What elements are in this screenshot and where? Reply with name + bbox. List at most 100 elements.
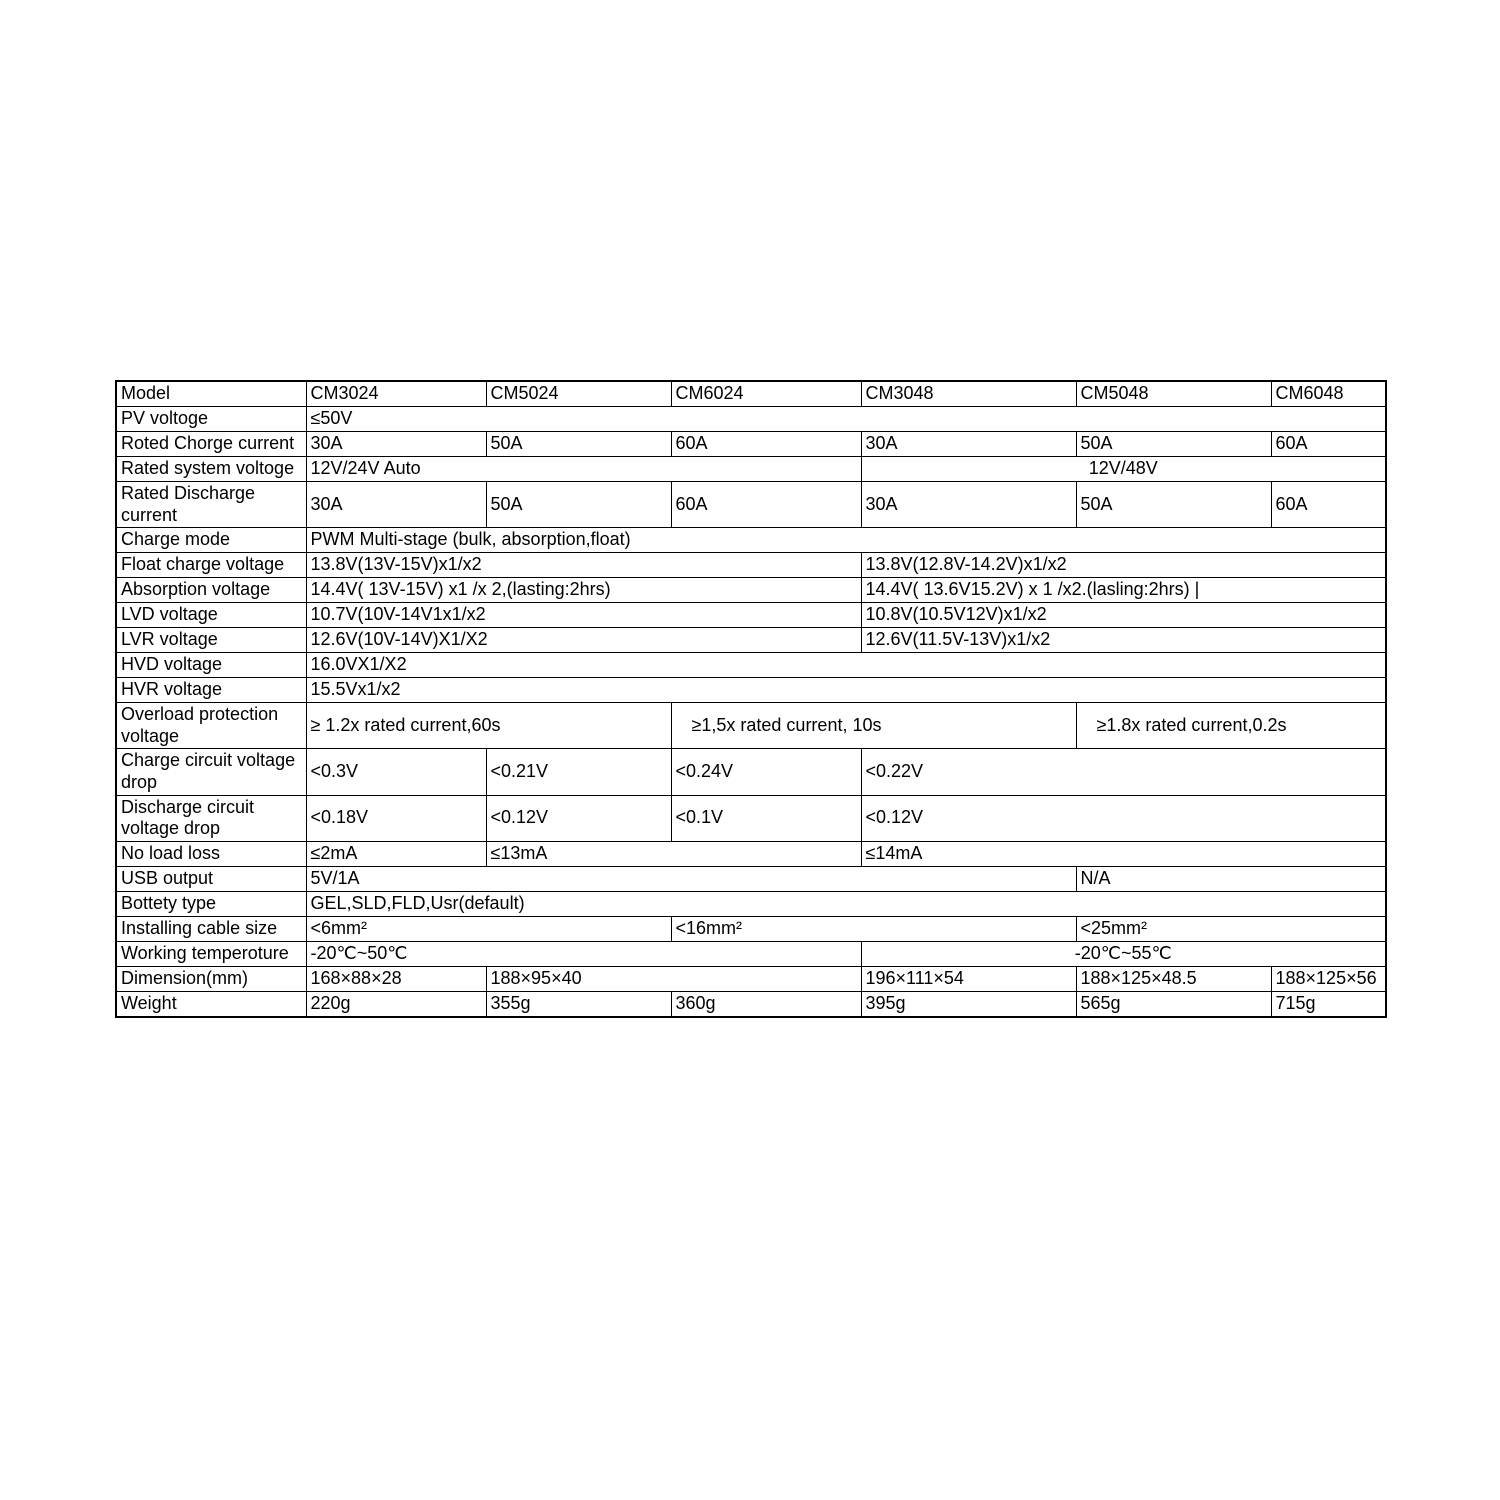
cell: 565g [1076,991,1271,1017]
cell: 12V/48V [861,457,1386,482]
cell: 188×125×48.5 [1076,966,1271,991]
row-label: Weight [116,991,306,1017]
cell: 30A [861,432,1076,457]
table-row: Rated system voltoge12V/24V Auto12V/48V [116,457,1386,482]
table-row: Roted Chorge current30A50A60A30A50A60A [116,432,1386,457]
cell: 60A [671,482,861,528]
cell: PWM Multi-stage (bulk, absorption,float) [306,528,1386,553]
cell: 12V/24V Auto [306,457,861,482]
table-row: HVD voltage16.0VX1/X2 [116,653,1386,678]
spec-table-body: ModelCM3024CM5024CM6024CM3048CM5048CM604… [116,381,1386,1017]
row-label: Discharge circuit voltage drop [116,795,306,841]
table-row: Dimension(mm)168×88×28188×95×40196×111×5… [116,966,1386,991]
cell: 50A [1076,432,1271,457]
table-row: PV voltoge≤50V [116,407,1386,432]
row-label: Overload protection voltage [116,703,306,749]
row-label: PV voltoge [116,407,306,432]
cell: 196×111×54 [861,966,1076,991]
cell: ≥1.8x rated current,0.2s [1076,703,1386,749]
table-row: USB output5V/1AN/A [116,866,1386,891]
cell: -20℃~55℃ [861,941,1386,966]
cell: ≥ 1.2x rated current,60s [306,703,671,749]
row-label: USB output [116,866,306,891]
row-label: Bottety type [116,891,306,916]
table-row: LVD voltage10.7V(10V-14V1x1/x210.8V(10.5… [116,603,1386,628]
cell: 30A [306,482,486,528]
cell: 60A [1271,432,1386,457]
cell: <6mm² [306,916,671,941]
table-row: LVR voltage12.6V(10V-14V)X1/X212.6V(11.5… [116,628,1386,653]
cell: 12.6V(10V-14V)X1/X2 [306,628,861,653]
cell: 168×88×28 [306,966,486,991]
table-row: Working temperoture -20℃~50℃ -20℃~55℃ [116,941,1386,966]
cell: 10.8V(10.5V12V)x1/x2 [861,603,1386,628]
cell: <0.12V [486,795,671,841]
cell: 50A [486,482,671,528]
cell: 14.4V( 13.6V15.2V) x 1 /x2.(lasling:2hrs… [861,578,1386,603]
cell: 220g [306,991,486,1017]
cell: <25mm² [1076,916,1386,941]
cell: CM3048 [861,381,1076,407]
row-label: LVD voltage [116,603,306,628]
cell: ≥1,5x rated current, 10s [671,703,1076,749]
cell: 12.6V(11.5V-13V)x1/x2 [861,628,1386,653]
cell: CM3024 [306,381,486,407]
table-row: HVR voltage15.5Vx1/x2 [116,678,1386,703]
row-label: HVR voltage [116,678,306,703]
cell: CM5048 [1076,381,1271,407]
cell: 30A [306,432,486,457]
row-label: Model [116,381,306,407]
table-row: Bottety typeGEL,SLD,FLD,Usr(default) [116,891,1386,916]
cell: <0.21V [486,749,671,795]
row-label: Float charge voltage [116,553,306,578]
cell: CM6048 [1271,381,1386,407]
row-label: Absorption voltage [116,578,306,603]
cell: 5V/1A [306,866,1076,891]
cell: 13.8V(12.8V-14.2V)x1/x2 [861,553,1386,578]
row-label: No load loss [116,841,306,866]
cell: CM6024 [671,381,861,407]
table-row: Overload protection voltage≥ 1.2x rated … [116,703,1386,749]
table-row: Charge circuit voltage drop<0.3V<0.21V<0… [116,749,1386,795]
cell: 16.0VX1/X2 [306,653,1386,678]
cell: CM5024 [486,381,671,407]
row-label: Charge circuit voltage drop [116,749,306,795]
cell: <0.22V [861,749,1386,795]
cell: ≤2mA [306,841,486,866]
row-label: LVR voltage [116,628,306,653]
row-label: Dimension(mm) [116,966,306,991]
cell: <0.1V [671,795,861,841]
table-row: Installing cable size<6mm²<16mm²<25mm² [116,916,1386,941]
cell: 15.5Vx1/x2 [306,678,1386,703]
cell: <0.24V [671,749,861,795]
cell: 50A [486,432,671,457]
cell: 188×125×56 [1271,966,1386,991]
cell: <16mm² [671,916,1076,941]
cell: 13.8V(13V-15V)x1/x2 [306,553,861,578]
row-label: HVD voltage [116,653,306,678]
cell: 60A [1271,482,1386,528]
table-row: Charge modePWM Multi-stage (bulk, absorp… [116,528,1386,553]
cell: ≤13mA [486,841,861,866]
cell: N/A [1076,866,1386,891]
cell: 60A [671,432,861,457]
cell: <0.3V [306,749,486,795]
cell: 715g [1271,991,1386,1017]
row-label: Charge mode [116,528,306,553]
cell: 30A [861,482,1076,528]
cell: <0.12V [861,795,1386,841]
spec-table: ModelCM3024CM5024CM6024CM3048CM5048CM604… [115,380,1387,1018]
cell: 395g [861,991,1076,1017]
table-row: Weight220g355g360g395g565g 715g [116,991,1386,1017]
cell: 10.7V(10V-14V1x1/x2 [306,603,861,628]
row-label: Roted Chorge current [116,432,306,457]
row-label: Rated system voltoge [116,457,306,482]
cell: 360g [671,991,861,1017]
table-row: Rated Discharge current30A50A60A30A50A60… [116,482,1386,528]
table-row: Float charge voltage13.8V(13V-15V)x1/x21… [116,553,1386,578]
row-label: Installing cable size [116,916,306,941]
cell: -20℃~50℃ [306,941,861,966]
cell: 355g [486,991,671,1017]
cell: ≤14mA [861,841,1386,866]
cell: 50A [1076,482,1271,528]
